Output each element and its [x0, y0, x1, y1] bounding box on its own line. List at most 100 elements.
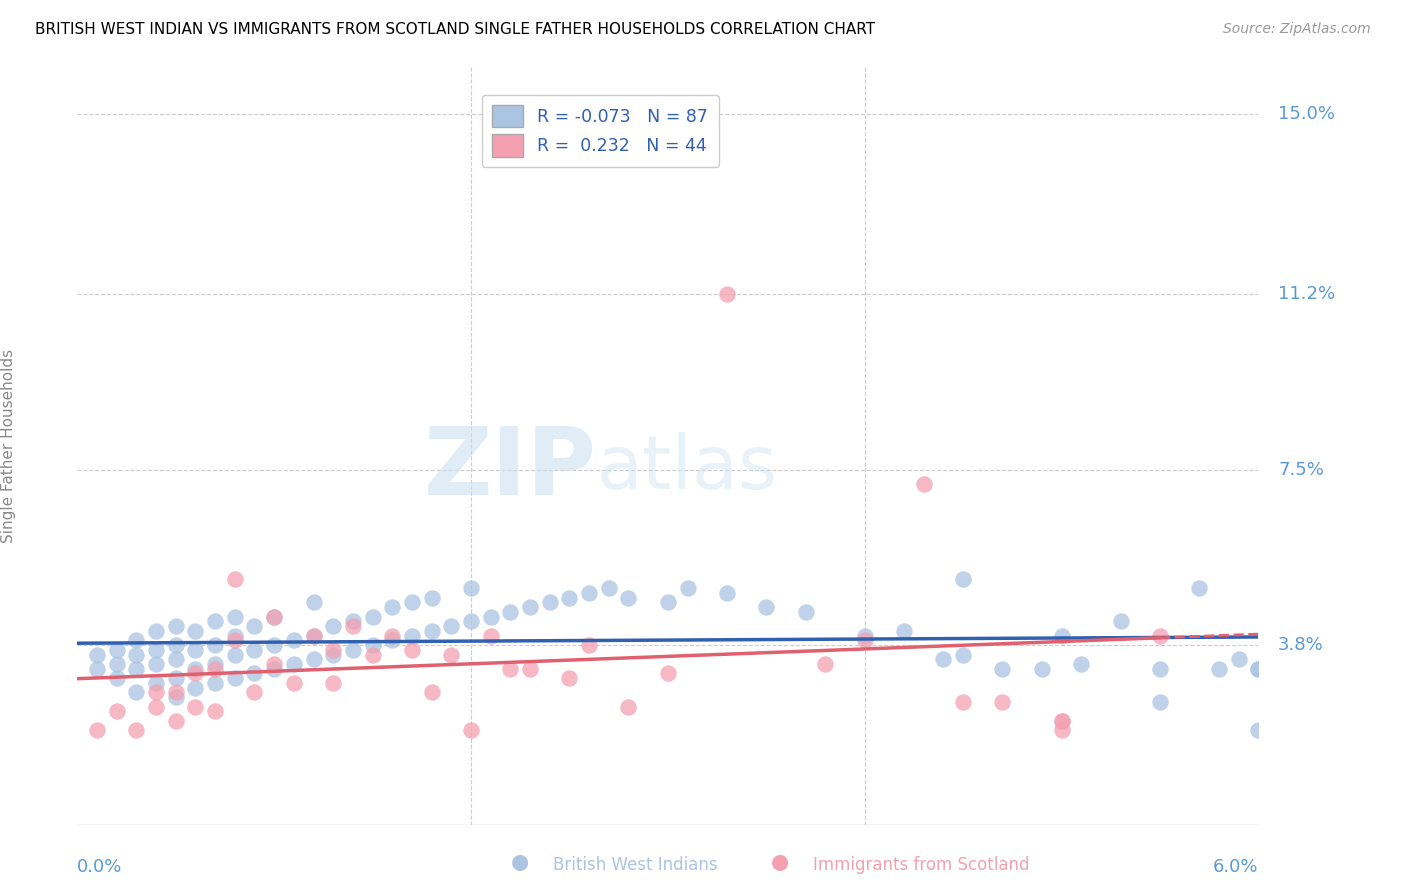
Point [125, 723, 148, 738]
Point [105, 657, 128, 671]
Point [952, 695, 974, 709]
Point [420, 624, 443, 638]
Text: British West Indians: British West Indians [553, 856, 717, 874]
Point [617, 699, 640, 714]
Point [125, 685, 148, 699]
Point [263, 638, 285, 652]
Point [322, 642, 344, 657]
Text: ●: ● [772, 853, 789, 872]
Point [912, 476, 935, 491]
Point [165, 690, 187, 705]
Point [86, 662, 108, 676]
Point [657, 666, 679, 681]
Point [204, 638, 226, 652]
Point [224, 572, 246, 586]
Point [224, 628, 246, 642]
Point [322, 648, 344, 662]
Point [145, 676, 167, 690]
Point [125, 662, 148, 676]
Point [125, 633, 148, 648]
Point [460, 723, 482, 738]
Point [184, 699, 207, 714]
Point [361, 609, 384, 624]
Point [86, 723, 108, 738]
Point [1247, 662, 1270, 676]
Point [952, 648, 974, 662]
Point [243, 642, 266, 657]
Point [440, 648, 463, 662]
Point [204, 657, 226, 671]
Point [519, 662, 541, 676]
Point [991, 662, 1014, 676]
Text: ●: ● [512, 853, 529, 872]
Point [716, 586, 738, 600]
Point [1050, 628, 1073, 642]
Point [243, 666, 266, 681]
Text: Source: ZipAtlas.com: Source: ZipAtlas.com [1223, 22, 1371, 37]
Point [420, 591, 443, 605]
Point [499, 605, 522, 619]
Point [617, 591, 640, 605]
Point [322, 619, 344, 633]
Point [952, 572, 974, 586]
Point [145, 624, 167, 638]
Legend: R = -0.073   N = 87, R =  0.232   N = 44: R = -0.073 N = 87, R = 0.232 N = 44 [482, 95, 718, 167]
Point [932, 652, 955, 666]
Point [342, 619, 364, 633]
Point [263, 609, 285, 624]
Point [302, 595, 325, 609]
Point [184, 624, 207, 638]
Text: 6.0%: 6.0% [1213, 858, 1258, 876]
Point [105, 705, 128, 719]
Text: 0.0%: 0.0% [77, 858, 122, 876]
Point [204, 705, 226, 719]
Text: Immigrants from Scotland: Immigrants from Scotland [813, 856, 1029, 874]
Point [165, 685, 187, 699]
Point [342, 615, 364, 629]
Point [224, 671, 246, 685]
Point [558, 671, 581, 685]
Point [105, 671, 128, 685]
Text: 11.2%: 11.2% [1278, 285, 1336, 303]
Point [263, 609, 285, 624]
Point [263, 662, 285, 676]
Point [1050, 723, 1073, 738]
Point [381, 628, 404, 642]
Point [125, 648, 148, 662]
Point [184, 642, 207, 657]
Point [794, 605, 817, 619]
Point [243, 619, 266, 633]
Point [1050, 714, 1073, 728]
Point [1109, 615, 1132, 629]
Point [145, 685, 167, 699]
Point [716, 287, 738, 301]
Point [204, 662, 226, 676]
Point [401, 595, 423, 609]
Point [1188, 581, 1211, 595]
Point [381, 633, 404, 648]
Point [184, 666, 207, 681]
Point [558, 591, 581, 605]
Text: 3.8%: 3.8% [1278, 636, 1324, 654]
Point [165, 671, 187, 685]
Point [1149, 695, 1171, 709]
Point [243, 685, 266, 699]
Point [578, 638, 600, 652]
Point [460, 581, 482, 595]
Text: BRITISH WEST INDIAN VS IMMIGRANTS FROM SCOTLAND SINGLE FATHER HOUSEHOLDS CORRELA: BRITISH WEST INDIAN VS IMMIGRANTS FROM S… [35, 22, 876, 37]
Point [853, 633, 876, 648]
Point [145, 642, 167, 657]
Point [1070, 657, 1092, 671]
Point [538, 595, 561, 609]
Point [1208, 662, 1230, 676]
Point [204, 676, 226, 690]
Point [1247, 723, 1270, 738]
Point [361, 648, 384, 662]
Point [499, 662, 522, 676]
Text: ZIP: ZIP [425, 423, 598, 515]
Point [1247, 662, 1270, 676]
Point [342, 642, 364, 657]
Point [165, 652, 187, 666]
Point [184, 681, 207, 695]
Point [263, 657, 285, 671]
